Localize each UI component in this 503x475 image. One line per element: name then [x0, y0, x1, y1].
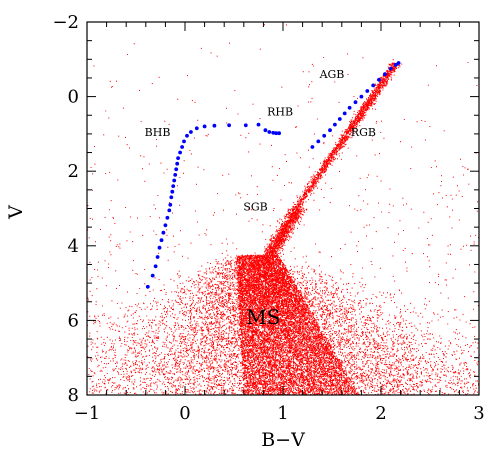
y-tick-label: 6	[68, 310, 79, 331]
x-tick-label: 0	[179, 403, 190, 424]
blue-star-point	[271, 130, 276, 135]
branch-label: BHB	[145, 126, 171, 139]
y-tick-label: −2	[52, 12, 79, 33]
axis-tick-labels: −1 0 1 2 3 −2 0 2 4 6 8	[52, 12, 484, 424]
blue-star-point	[322, 133, 327, 138]
x-tick-label: −1	[74, 403, 101, 424]
blue-star-point	[150, 273, 155, 278]
blue-star-point	[182, 139, 186, 144]
blue-star-point	[172, 178, 177, 183]
blue-star-point	[333, 122, 337, 127]
blue-star-point	[243, 123, 248, 128]
blue-star-point	[388, 66, 393, 71]
blue-star-point	[161, 230, 166, 235]
x-tick-label: 1	[277, 403, 288, 424]
blue-star-point	[163, 223, 168, 228]
blue-star-point	[175, 161, 180, 166]
branch-label: MS	[246, 305, 280, 329]
blue-star-point	[157, 245, 162, 250]
x-tick-label: 2	[375, 403, 386, 424]
blue-star-point	[337, 117, 342, 121]
blue-star-point	[365, 89, 370, 93]
axis-ticks	[86, 21, 480, 396]
blue-star-point	[371, 83, 376, 88]
blue-star-point	[227, 123, 232, 128]
blue-star-point	[189, 130, 193, 134]
blue-star-point	[353, 100, 358, 105]
y-tick-label: 2	[68, 161, 79, 182]
blue-star-point	[202, 124, 207, 129]
blue-star-point	[274, 131, 278, 136]
branch-label: SGB	[243, 200, 267, 213]
y-tick-label: 0	[68, 87, 79, 108]
blue-star-point	[359, 94, 364, 99]
blue-star-point	[393, 63, 398, 67]
blue-star-point	[377, 77, 381, 82]
blue-star-point	[174, 167, 179, 172]
blue-star-point	[176, 156, 181, 161]
blue-star-points	[145, 61, 401, 289]
blue-star-point	[310, 145, 315, 149]
y-axis-label: V	[5, 205, 27, 220]
blue-star-point	[267, 130, 272, 134]
blue-star-point	[212, 123, 217, 128]
blue-star-point	[171, 184, 176, 189]
blue-star-point	[159, 238, 164, 243]
blue-star-point	[180, 145, 185, 149]
red-star-cloud	[87, 24, 480, 396]
blue-star-point	[383, 72, 387, 77]
blue-star-point	[170, 189, 175, 194]
red-star-points	[87, 24, 480, 396]
y-tick-label: 4	[68, 236, 79, 257]
blue-star-point	[155, 255, 160, 259]
blue-star-point	[316, 139, 321, 144]
branch-label: AGB	[319, 68, 345, 81]
x-tick-label: 3	[473, 403, 484, 424]
branch-label: RGB	[351, 126, 376, 139]
blue-star-point	[178, 150, 183, 155]
blue-star-point	[263, 128, 268, 133]
blue-star-point	[277, 131, 281, 136]
blue-star-point	[169, 195, 174, 200]
blue-star-point	[328, 128, 332, 133]
blue-star-point	[153, 264, 158, 269]
blue-star-point	[347, 105, 352, 110]
blue-star-point	[342, 111, 347, 116]
blue-star-point	[168, 202, 173, 207]
blue-star-point	[145, 284, 150, 289]
blue-star-point	[396, 61, 401, 65]
branch-annotations: AGB RHB BHB RGB SGB MS	[145, 68, 376, 329]
branch-label: RHB	[267, 105, 293, 118]
blue-star-point	[185, 133, 189, 138]
blue-star-point	[167, 208, 172, 213]
plot-frame	[86, 21, 480, 396]
y-tick-label: 8	[68, 385, 79, 406]
blue-star-point	[165, 215, 170, 220]
blue-star-point	[256, 122, 261, 127]
blue-star-point	[194, 126, 199, 131]
x-axis-label: B−V	[261, 429, 305, 451]
blue-star-point	[173, 173, 178, 177]
